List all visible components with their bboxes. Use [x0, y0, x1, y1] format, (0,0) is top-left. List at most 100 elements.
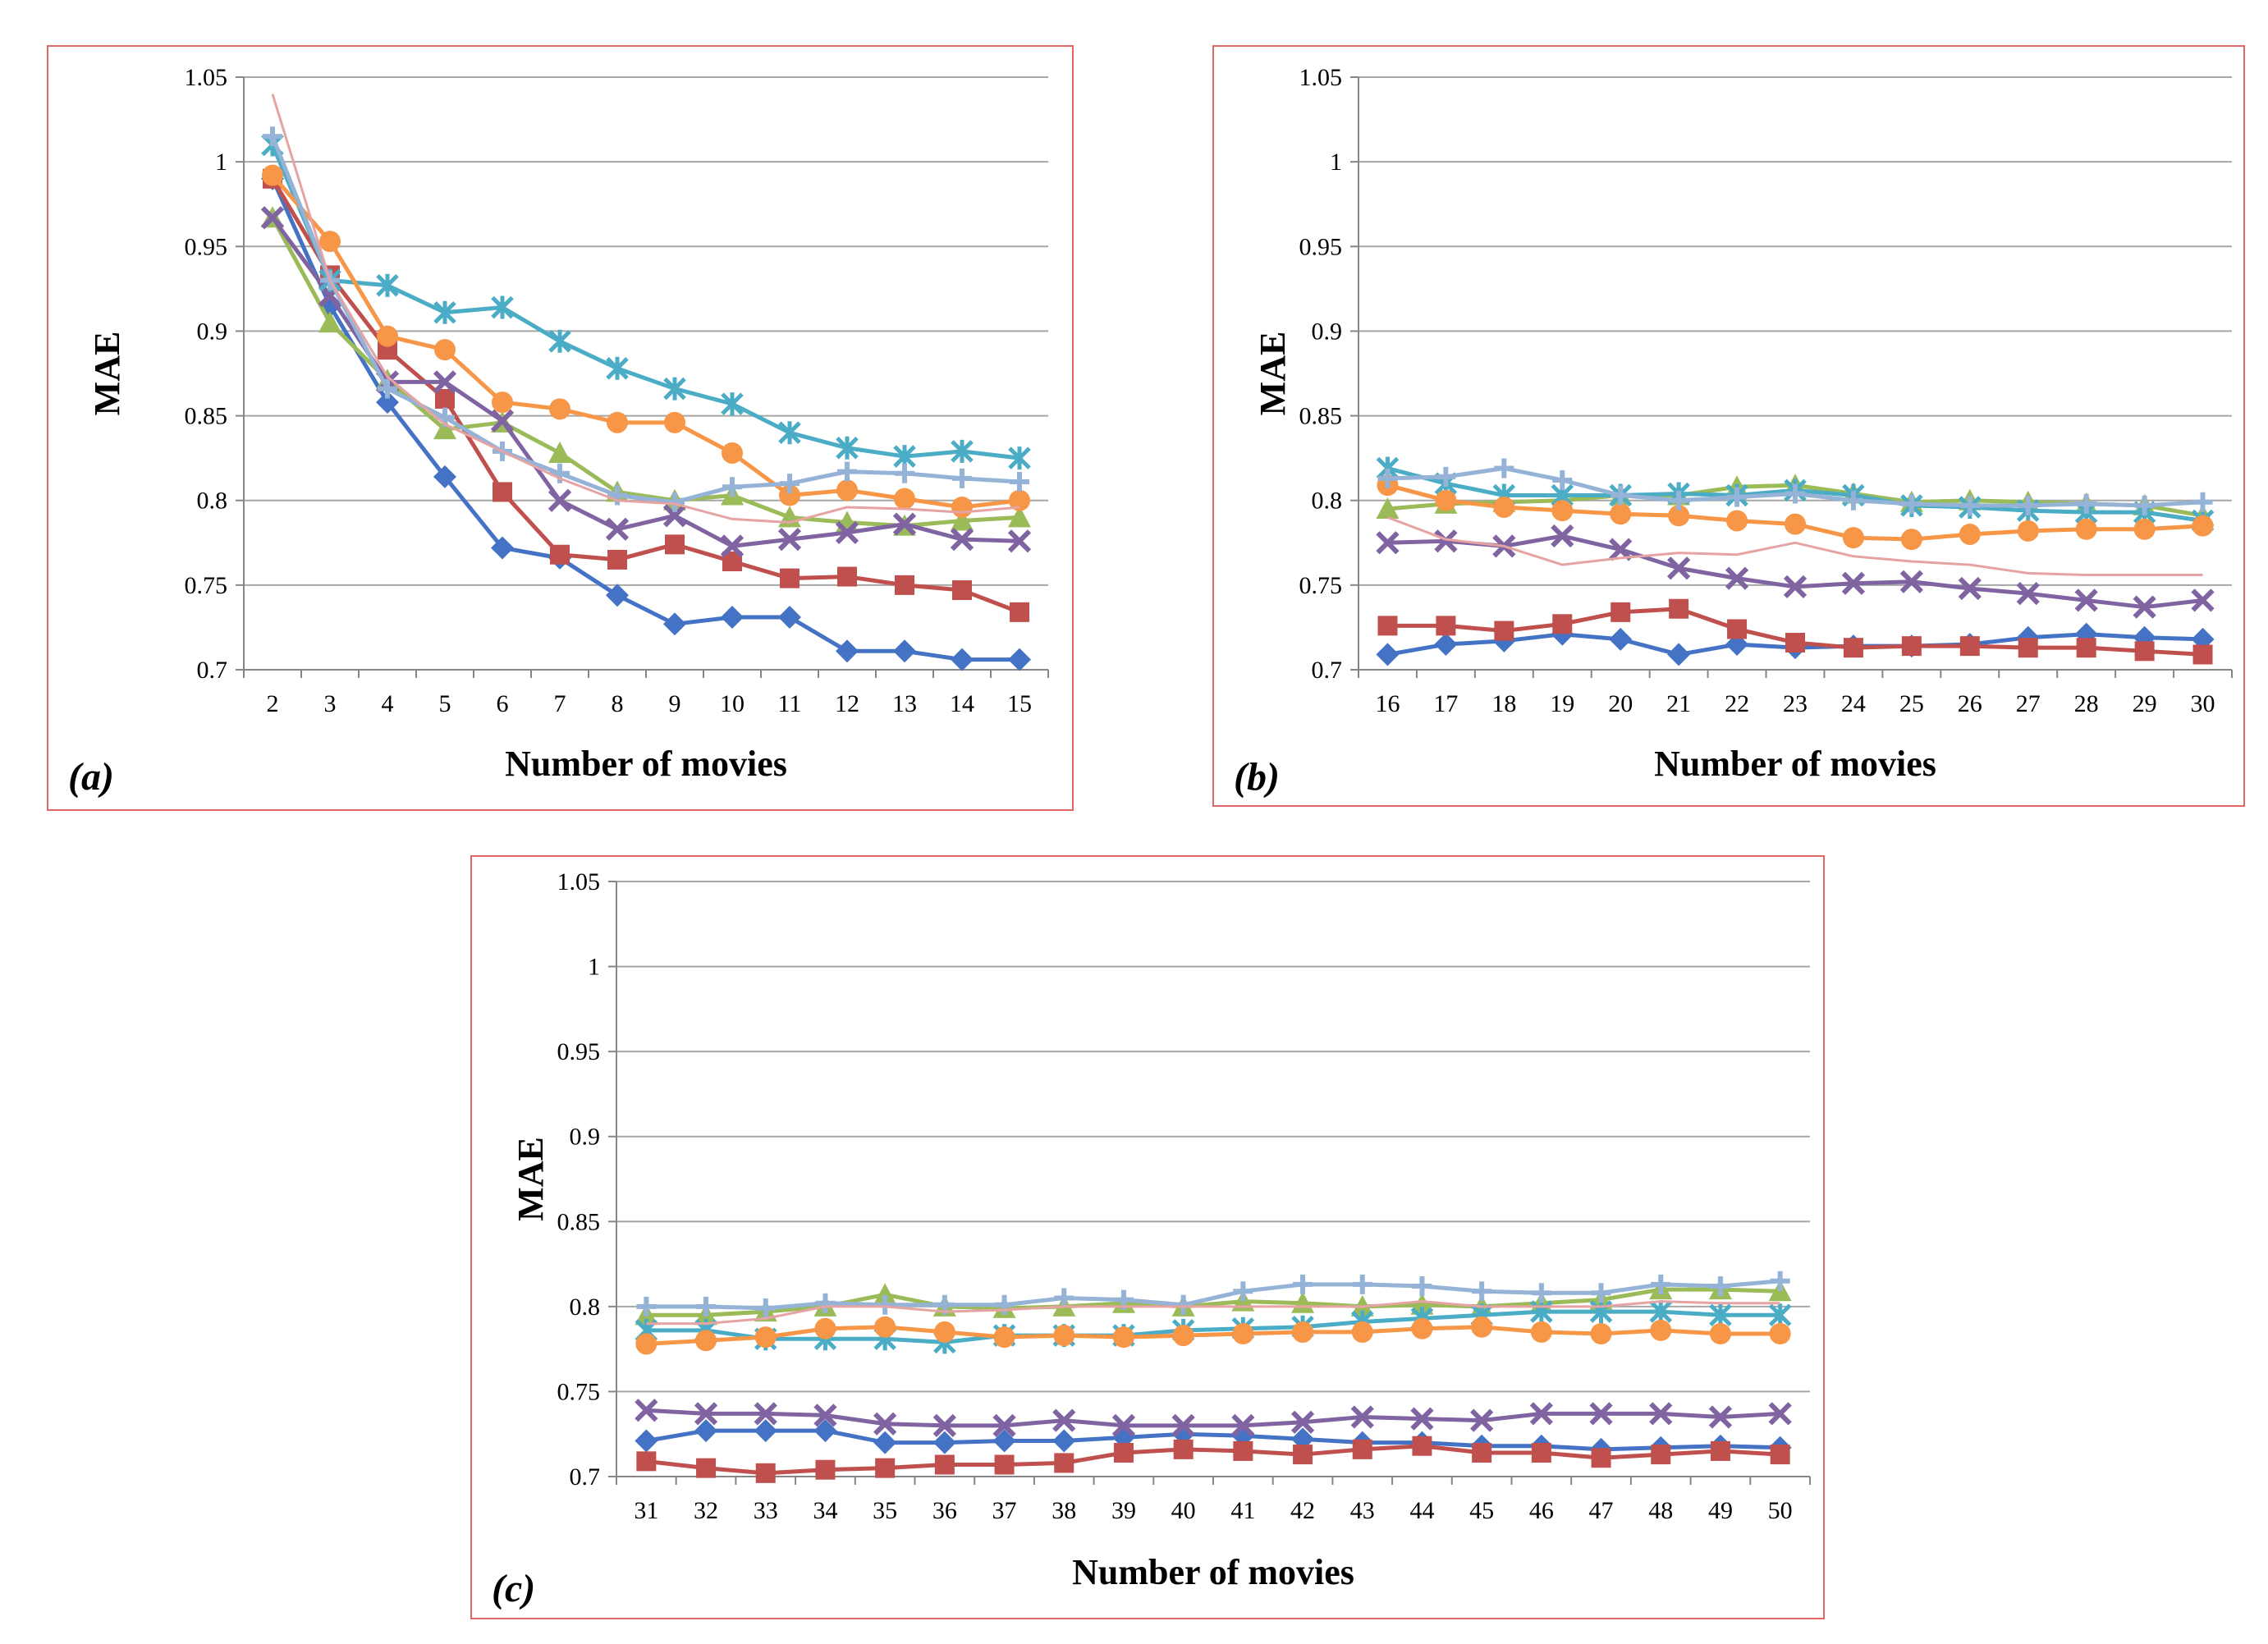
x-tick-label: 18 [1491, 690, 1516, 717]
data-point [605, 517, 630, 541]
x-tick-label: 42 [1290, 1497, 1315, 1524]
series-line [271, 94, 1020, 524]
data-point [550, 463, 570, 483]
data-point [1783, 575, 1808, 599]
data-point [1669, 490, 1689, 511]
x-tick-label: 14 [950, 690, 974, 717]
panel-label: (a) [68, 755, 114, 799]
data-point [780, 474, 800, 494]
x-tick-label: 6 [497, 690, 509, 717]
x-tick-label: 7 [554, 690, 566, 717]
data-point [1530, 1321, 1552, 1343]
x-tick-label: 27 [2016, 690, 2041, 717]
y-axis-title: MAE [511, 1137, 551, 1221]
data-point [1412, 1276, 1432, 1296]
data-point [2018, 495, 2038, 515]
series-line [646, 1309, 1780, 1344]
data-point [433, 370, 457, 394]
series-s4 [635, 1399, 1792, 1437]
data-point [1233, 1281, 1253, 1302]
data-point [1901, 636, 1922, 657]
data-point [1376, 531, 1400, 555]
data-point [778, 606, 801, 630]
x-tick-label: 36 [932, 1497, 957, 1524]
data-point [951, 496, 973, 518]
data-point [696, 1296, 717, 1317]
data-point [1785, 483, 1805, 504]
data-point [2133, 518, 2156, 540]
data-point [665, 492, 685, 512]
data-point [1591, 1283, 1611, 1303]
x-tick-label: 17 [1433, 690, 1458, 717]
data-point [1007, 529, 1032, 553]
chart-panel-a: 0.7 0.75 0.8 0.85 0.9 0.95 1 1.05 2 3 4 5 6 7 8 9 10 11 12… [47, 45, 1074, 811]
data-point [548, 441, 571, 463]
data-point [1494, 458, 1514, 479]
y-tick-label: 0.9 [570, 1124, 601, 1151]
data-point [1770, 1271, 1790, 1291]
data-point [434, 339, 456, 361]
data-point [1436, 616, 1456, 636]
data-point [754, 1419, 777, 1443]
y-tick-label: 1.05 [185, 64, 228, 91]
data-point [1959, 495, 1980, 515]
x-tick-label: 44 [1409, 1497, 1434, 1524]
data-point [2076, 638, 2096, 658]
data-point [1351, 1321, 1373, 1343]
y-tick-label: 0.95 [185, 233, 228, 260]
data-point [1434, 633, 1458, 657]
data-point [813, 1419, 837, 1443]
x-tick-label: 50 [1768, 1497, 1793, 1524]
data-point [1293, 1445, 1313, 1465]
data-point [835, 520, 859, 545]
chart-panel-c: 0.7 0.75 0.8 0.85 0.9 0.95 1 1.05 31 32 33 34 35 36 37… [470, 855, 1825, 1619]
data-point [755, 1298, 776, 1318]
data-point [754, 1326, 777, 1349]
data-point [875, 1458, 896, 1478]
data-point [1352, 1439, 1372, 1459]
x-tick-label: 3 [324, 690, 337, 717]
data-point [1053, 1325, 1075, 1347]
data-point [952, 468, 972, 488]
x-tick-label: 32 [694, 1497, 718, 1524]
data-point [1292, 1321, 1314, 1343]
data-point [548, 488, 572, 512]
panel-label: (c) [492, 1567, 535, 1610]
x-tick-label: 22 [1725, 690, 1749, 717]
x-axis-title: Number of movies [505, 744, 787, 784]
data-point [262, 164, 283, 186]
x-tick-label: 23 [1783, 690, 1808, 717]
data-point [2134, 641, 2155, 662]
data-point [722, 477, 742, 497]
data-point [548, 329, 571, 353]
data-point [1726, 510, 1748, 532]
series-line [645, 1428, 1780, 1452]
data-point [1551, 524, 1574, 548]
data-point [636, 1296, 657, 1317]
data-point [895, 463, 914, 483]
data-point [1410, 1407, 1434, 1431]
data-point [1350, 1405, 1374, 1429]
data-point [933, 1321, 955, 1343]
y-tick-label: 0.75 [557, 1378, 601, 1405]
y-tick-label: 1 [588, 954, 600, 981]
data-point [694, 1419, 718, 1443]
data-point [1591, 1448, 1611, 1468]
data-point [433, 418, 456, 440]
data-point [1173, 1294, 1194, 1315]
data-point [376, 273, 399, 297]
data-point [318, 311, 341, 333]
data-point [1651, 1445, 1671, 1465]
y-tick-label: 0.9 [197, 318, 228, 345]
data-point [1785, 632, 1805, 653]
data-point [607, 485, 627, 506]
y-tick-label: 0.8 [197, 488, 228, 515]
y-tick-label: 0.75 [1299, 572, 1343, 599]
data-point [378, 378, 397, 399]
data-point [1727, 619, 1748, 639]
data-point [664, 411, 685, 433]
data-point [1552, 614, 1573, 634]
data-point [1171, 1413, 1195, 1437]
data-point [377, 325, 398, 347]
data-point [1377, 468, 1398, 488]
